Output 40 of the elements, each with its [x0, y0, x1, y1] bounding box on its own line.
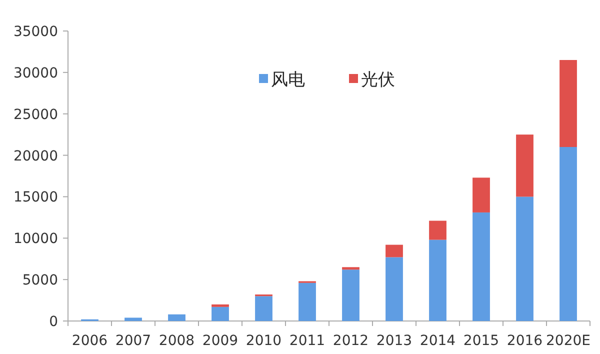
y-tick-label: 5000 [22, 272, 58, 289]
x-tick-label: 2010 [246, 333, 282, 349]
x-tick-label: 2006 [72, 333, 108, 349]
bar [386, 244, 403, 258]
bar [429, 220, 446, 240]
bar [516, 134, 534, 197]
bar [212, 304, 229, 307]
legend-label: 风电 [271, 70, 305, 90]
x-tick-label: 2012 [332, 333, 369, 349]
bar [342, 270, 360, 321]
legend-label: 光伏 [361, 70, 395, 90]
bar [386, 257, 403, 321]
y-tick-label: 0 [49, 314, 58, 330]
bar [212, 306, 229, 321]
x-tick-label: 2013 [376, 333, 412, 349]
y-tick-label: 10000 [13, 231, 58, 248]
x-tick-label: 2008 [158, 333, 195, 349]
y-tick-label: 30000 [13, 65, 58, 82]
y-tick-label: 20000 [13, 148, 58, 164]
x-tick-label: 2015 [463, 333, 500, 349]
bar [472, 178, 490, 212]
bar [429, 240, 446, 321]
bar [342, 267, 360, 270]
x-tick-label: 2009 [202, 333, 238, 349]
y-tick-label: 35000 [13, 24, 58, 40]
x-tick-label: 2016 [506, 333, 543, 349]
x-tick-label: 2007 [115, 333, 152, 349]
y-tick-label: 15000 [13, 190, 58, 206]
bar [472, 212, 490, 321]
x-tick-label: 2020E [546, 333, 590, 349]
bar [124, 318, 142, 321]
x-tick-label: 2014 [420, 333, 456, 349]
bar [560, 60, 577, 147]
bar [168, 314, 186, 321]
bar [298, 282, 316, 321]
bar [560, 147, 577, 321]
y-tick-label: 25000 [13, 106, 58, 123]
bar [516, 196, 534, 321]
x-tick-label: 2011 [289, 333, 326, 349]
bar [255, 296, 272, 321]
